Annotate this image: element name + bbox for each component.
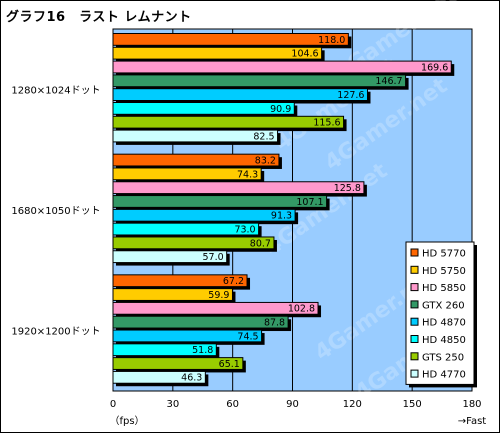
bar [112,115,345,129]
data-label: 169.6 [421,62,448,73]
bar [112,74,407,88]
legend-label: HD 4850 [422,335,466,346]
bar [112,88,368,101]
legend-swatch [410,300,419,309]
data-label: 146.7 [375,76,402,87]
legend-label: GTS 250 [422,352,464,363]
data-label: 107.1 [296,197,323,208]
bar [112,102,295,115]
x-tick-label: 150 [403,399,422,410]
data-label: 74.3 [237,169,258,180]
legend-swatch [410,248,419,257]
legend-label: HD 4870 [422,318,466,329]
data-label: 74.5 [237,331,258,342]
x-direction-label: →Fast [458,416,487,427]
bar [112,343,217,357]
data-label: 125.8 [334,183,361,194]
bar [112,329,263,343]
legend-label: HD 5770 [422,249,466,260]
bar [112,33,349,46]
data-label: 59.9 [208,290,229,301]
bar [112,195,328,208]
x-tick-label: 90 [286,399,299,410]
data-label: 127.6 [337,90,364,101]
legend [405,241,475,385]
data-label: 46.3 [181,373,202,384]
x-tick-label: 180 [462,399,481,410]
data-label: 87.8 [264,318,285,329]
bar [112,250,228,264]
data-label: 118.0 [318,35,345,46]
data-label: 102.8 [288,304,315,315]
data-label: 51.8 [192,345,213,356]
bar [112,60,452,74]
data-label: 80.7 [250,238,271,249]
bar [112,153,280,167]
data-label: 91.3 [271,211,292,222]
x-tick-label: 30 [166,399,179,410]
bar [112,236,275,250]
bar [112,167,262,181]
legend-swatch [410,369,419,378]
bar [112,301,319,315]
bar [112,129,279,143]
x-tick-label: 120 [343,399,362,410]
bar [112,370,206,384]
data-label: 57.0 [203,252,224,263]
chart-title: グラフ16 ラスト レムナント [6,10,192,25]
legend-label: GTX 260 [422,300,465,311]
legend-swatch [410,265,419,274]
x-unit-label: （fps） [109,415,144,427]
legend-swatch [410,352,419,361]
legend-swatch [410,335,419,343]
x-tick-label: 0 [110,399,116,410]
legend-label: HD 5850 [422,283,466,294]
data-label: 104.6 [291,49,318,60]
category-label: 1280×1024ドット [11,85,100,96]
bar [112,288,233,301]
data-label: 73.0 [234,224,255,235]
data-label: 90.9 [270,104,291,115]
data-label: 82.5 [253,131,274,142]
data-label: 115.6 [313,118,340,129]
bar [112,181,365,195]
bar [112,357,244,370]
bar [112,208,296,222]
legend-swatch [410,283,419,292]
legend-label: HD 4770 [422,370,466,381]
category-label: 1680×1050ドット [11,206,100,217]
x-tick-label: 60 [226,399,239,410]
bar [112,222,260,236]
bar [112,274,248,288]
category-label: 1920×1200ドット [11,327,100,338]
bar [112,315,289,329]
data-label: 65.1 [219,359,240,370]
data-label: 67.2 [223,276,244,287]
legend-swatch [410,317,419,326]
data-label: 83.2 [255,155,276,166]
bar [112,46,323,60]
legend-label: HD 5750 [422,266,466,277]
